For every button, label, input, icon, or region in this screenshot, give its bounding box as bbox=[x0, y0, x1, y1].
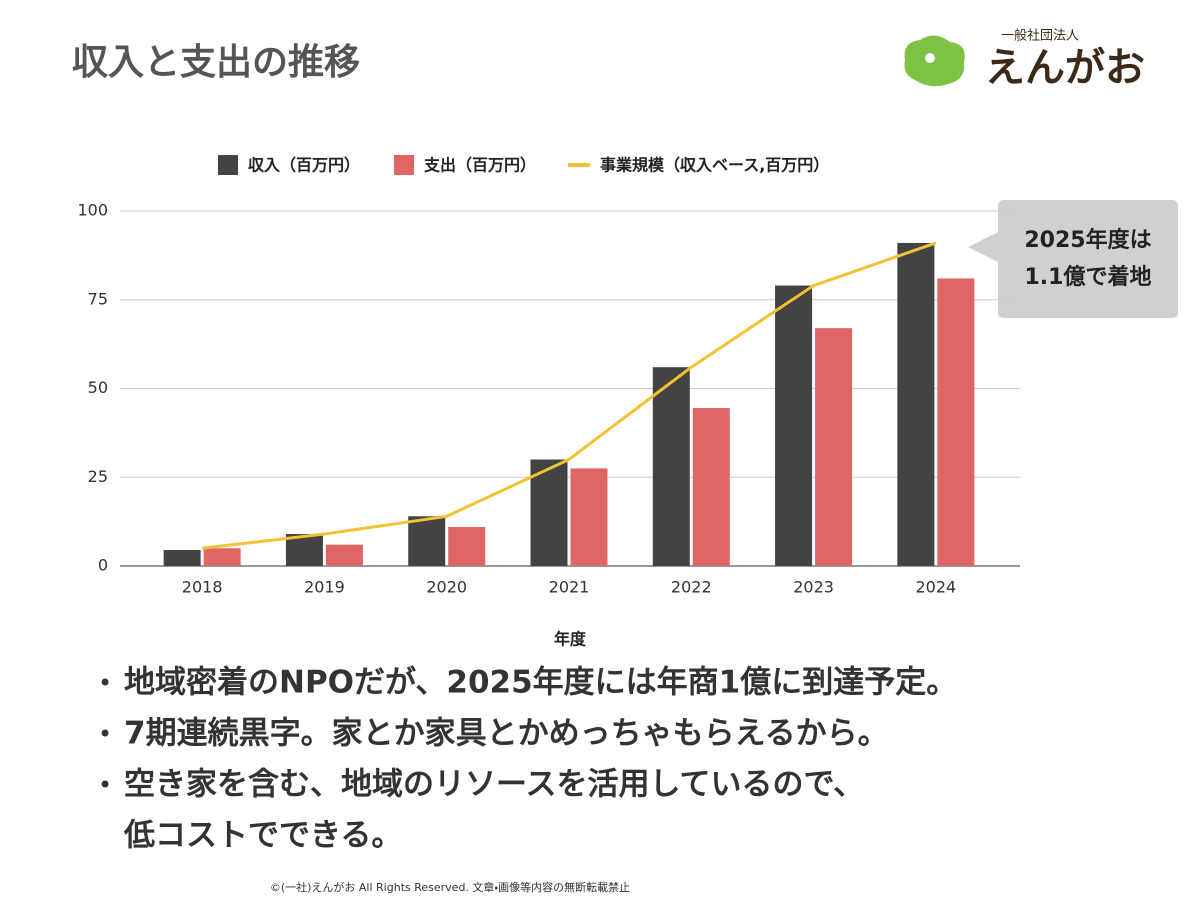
x-tick-label: 2021 bbox=[549, 578, 590, 597]
legend-label: 支出（百万円） bbox=[424, 156, 536, 175]
y-tick-label: 0 bbox=[98, 556, 108, 575]
bar bbox=[448, 526, 486, 566]
bar bbox=[570, 468, 608, 566]
logo-name: えんがお bbox=[985, 45, 1145, 91]
bullet-text: 地域密着のNPOだが、2025年度には年商1億に到達予定。 bbox=[124, 665, 957, 701]
line bbox=[201, 241, 937, 550]
x-tick-label: 2018 bbox=[182, 578, 223, 597]
bullet-text: 7期連続黒字。家とか家具とかめっちゃもらえるから。 bbox=[124, 716, 889, 752]
logo-org-type: 一般社団法人 bbox=[1001, 29, 1079, 44]
slide-title: 収入と支出の推移 bbox=[72, 42, 360, 83]
bullet-dot: • bbox=[98, 771, 112, 799]
bullet-dot: • bbox=[98, 720, 112, 748]
copyright: ©(一社)えんがお All Rights Reserved. 文章・画像等内容の… bbox=[270, 880, 630, 894]
annotation-line: 1.1億で着地 bbox=[1025, 264, 1152, 290]
bar bbox=[815, 328, 853, 566]
bar bbox=[530, 459, 568, 566]
bar bbox=[285, 534, 323, 566]
legend-swatch bbox=[218, 155, 238, 175]
y-tick-label: 25 bbox=[88, 467, 108, 486]
bullet-text: 空き家を含む、地域のリソースを活用しているので、 bbox=[124, 767, 864, 803]
x-axis-label: 年度 bbox=[554, 630, 587, 649]
logo: 一般社団法人 えんがお bbox=[904, 29, 1145, 91]
annotation-line: 2025年度は bbox=[1024, 227, 1151, 253]
bar bbox=[652, 367, 690, 566]
bar bbox=[692, 408, 730, 566]
legend-label: 事業規模（収入ベース,百万円） bbox=[600, 156, 829, 175]
legend-label: 収入（百万円） bbox=[248, 156, 360, 175]
bar bbox=[937, 278, 975, 566]
bar bbox=[775, 285, 813, 566]
x-tick-label: 2023 bbox=[793, 578, 834, 597]
y-tick-label: 100 bbox=[77, 201, 108, 220]
logo-mark bbox=[904, 35, 965, 87]
callout-box bbox=[968, 200, 1178, 318]
bar bbox=[325, 544, 363, 566]
x-tick-label: 2022 bbox=[671, 578, 712, 597]
bar bbox=[897, 242, 935, 566]
legend-swatch bbox=[568, 163, 591, 167]
legend-swatch bbox=[394, 155, 415, 175]
y-tick-label: 50 bbox=[88, 378, 108, 397]
bar bbox=[408, 516, 446, 566]
x-tick-label: 2019 bbox=[304, 578, 345, 597]
x-tick-label: 2024 bbox=[915, 578, 956, 597]
bullet-dot: • bbox=[98, 669, 112, 697]
bar bbox=[203, 548, 241, 566]
x-tick-label: 2020 bbox=[426, 578, 467, 597]
bar bbox=[163, 550, 201, 566]
bullet-text: 低コストでできる。 bbox=[123, 818, 402, 854]
y-tick-label: 75 bbox=[88, 289, 108, 308]
logo-eye bbox=[925, 53, 935, 63]
